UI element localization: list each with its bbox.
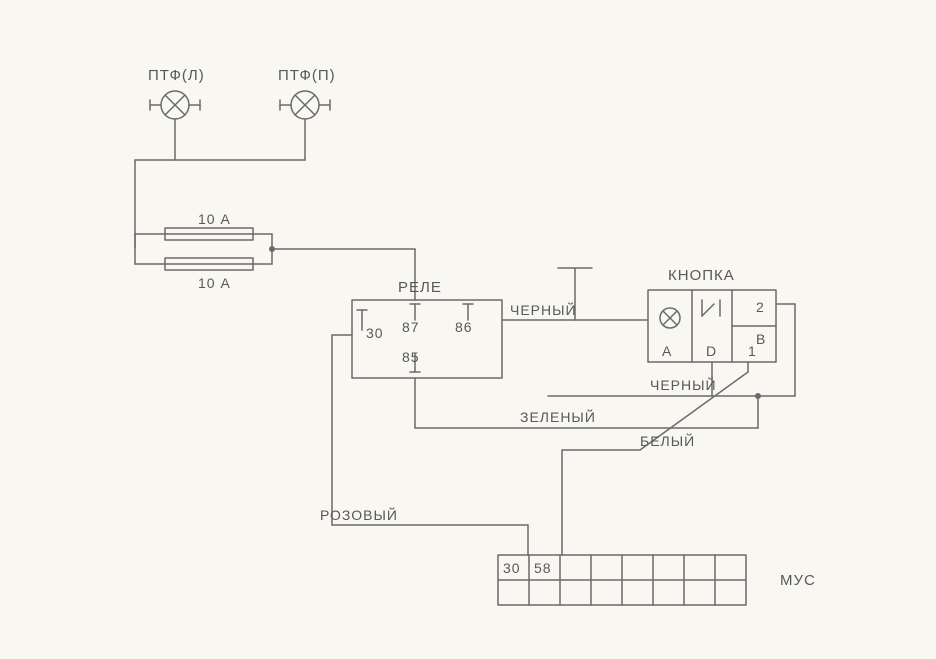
relay-pin-30: 30 xyxy=(366,325,384,341)
button-block: КНОПКА А D 1 2 В xyxy=(648,267,776,362)
lamp-left: ПТФ(Л) xyxy=(148,67,205,119)
wire-white: БЕЛЫЙ xyxy=(640,432,695,449)
relay: РЕЛЕ 30 87 86 85 xyxy=(352,279,502,378)
relay-pin-87: 87 xyxy=(402,319,420,335)
button-title: КНОПКА xyxy=(668,267,735,284)
button-cell-B: В xyxy=(756,331,766,347)
lamp-right-label: ПТФ(П) xyxy=(278,67,336,84)
button-cell-D: D xyxy=(706,343,717,359)
relay-pin-85: 85 xyxy=(402,349,420,365)
button-cell-A: А xyxy=(662,343,672,359)
lamp-left-label: ПТФ(Л) xyxy=(148,67,205,84)
wire-green: ЗЕЛЕНЫЙ xyxy=(520,408,596,425)
mus-block: 30 58 МУС xyxy=(498,555,816,605)
fuse-bottom: 10 А xyxy=(160,258,258,291)
wire-black-2: ЧЕРНЫЙ xyxy=(650,376,717,393)
fuse-top-label: 10 А xyxy=(198,211,231,227)
wire-pink: РОЗОВЫЙ xyxy=(320,506,398,523)
relay-pin-86: 86 xyxy=(455,319,473,335)
relay-title: РЕЛЕ xyxy=(398,279,442,296)
mus-pin-58: 58 xyxy=(534,560,552,576)
button-cell-2: 2 xyxy=(756,299,765,315)
lamp-right: ПТФ(П) xyxy=(278,67,336,119)
fuse-bottom-label: 10 А xyxy=(198,275,231,291)
wire-black-1: ЧЕРНЫЙ xyxy=(510,301,577,318)
fuse-top: 10 А xyxy=(160,211,258,240)
wiring-diagram: ПТФ(Л) ПТФ(П) 10 А 10 А РЕЛЕ xyxy=(0,0,936,659)
mus-title: МУС xyxy=(780,572,816,589)
mus-pin-30: 30 xyxy=(503,560,521,576)
